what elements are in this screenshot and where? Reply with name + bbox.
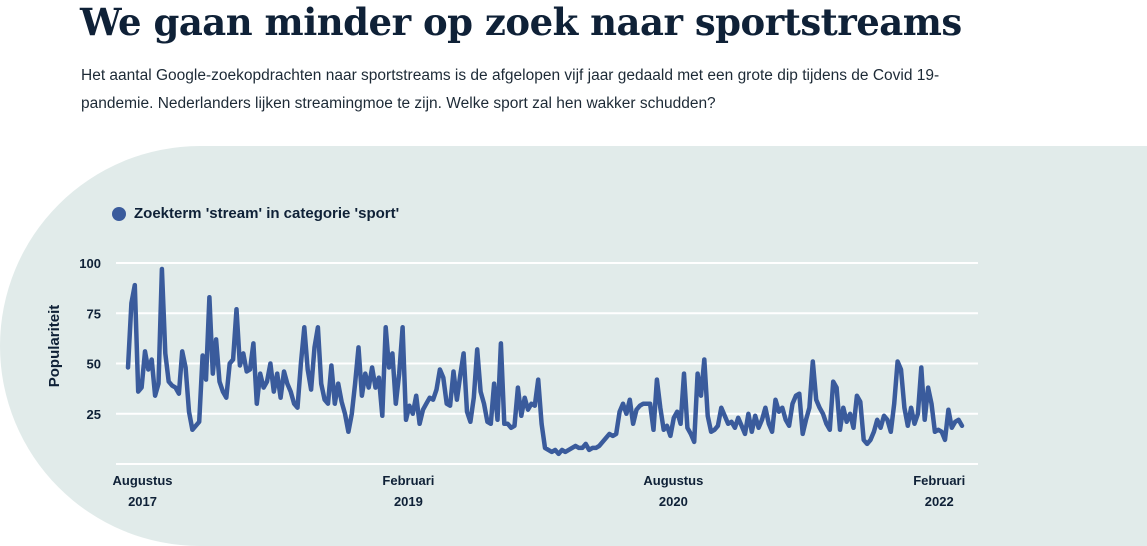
x-tick-month: Augustus: [113, 473, 173, 488]
x-tick-year: 2019: [394, 494, 423, 509]
x-tick-year: 2020: [659, 494, 688, 509]
legend-label: Zoekterm 'stream' in categorie 'sport': [134, 205, 400, 222]
y-tick-label: 100: [79, 256, 101, 271]
line-chart: 25 50 75 100 Augustus 2017 Februari 2019 August…: [46, 256, 978, 509]
y-axis-label: Populariteit: [46, 305, 63, 388]
page-subtitle: Het aantal Google-zoekopdrachten naar sp…: [81, 67, 940, 112]
x-tick-month: Augustus: [643, 473, 703, 488]
series-line: [125, 266, 965, 457]
x-tick-year: 2017: [128, 494, 157, 509]
legend-dot: [112, 206, 126, 221]
page-title: We gaan minder op zoek naar sportstreams: [80, 0, 962, 44]
chart-legend: Zoekterm 'stream' in categorie 'sport': [112, 205, 399, 222]
y-tick-label: 25: [87, 407, 101, 422]
y-tick-label: 75: [87, 306, 101, 321]
x-tick-month: Februari: [382, 473, 434, 488]
x-tick-year: 2022: [925, 494, 954, 509]
chart-panel: [0, 146, 1147, 546]
x-tick-month: Februari: [913, 473, 965, 488]
y-tick-label: 50: [87, 357, 101, 372]
